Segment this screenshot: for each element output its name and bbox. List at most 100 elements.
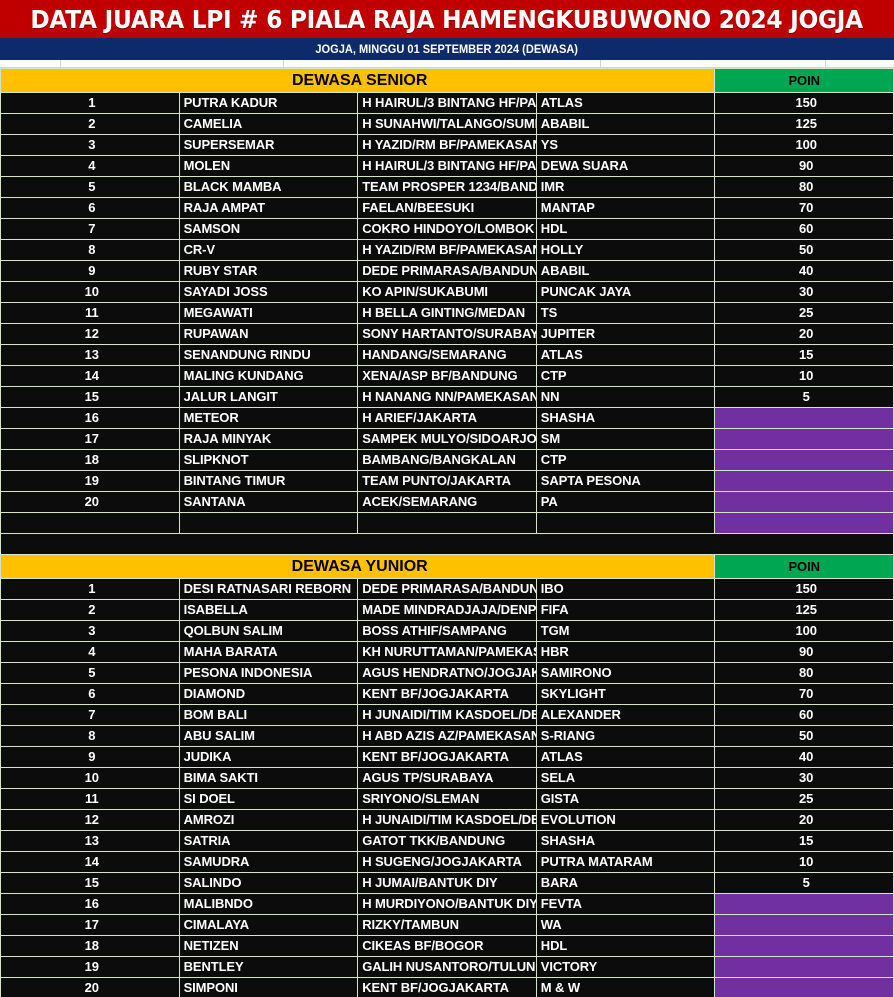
cell-team: H YAZID/RM BF/PAMEKASAN <box>357 134 537 156</box>
cell-owner: BARA <box>535 872 716 894</box>
cell-bird-name: NETIZEN <box>178 935 359 957</box>
table-row: 15 JALUR LANGIT H NANANG NN/PAMEKASAN NN 5 <box>0 386 894 408</box>
cell-poin: 10 <box>714 851 894 873</box>
cell-bird-name <box>178 512 359 534</box>
seam-4 <box>825 60 826 67</box>
cell-rank: 15 <box>0 386 180 408</box>
cell-team: BOSS ATHIF/SAMPANG <box>357 620 537 642</box>
cell-owner: FEVTA <box>535 893 716 915</box>
cell-owner: HDL <box>535 935 716 957</box>
cell-bird-name: AMROZI <box>178 809 359 831</box>
cell-poin: 125 <box>714 599 894 621</box>
table-row: 9 JUDIKA KENT BF/JOGJAKARTA ATLAS 40 <box>0 746 894 768</box>
cell-bird-name: BENTLEY <box>178 956 359 978</box>
table-row: 11 SI DOEL SRIYONO/SLEMAN GISTA 25 <box>0 788 894 810</box>
cell-bird-name: SI DOEL <box>178 788 359 810</box>
cell-bird-name: SUPERSEMAR <box>178 134 359 156</box>
cell-team: AGUS TP/SURABAYA <box>357 767 537 789</box>
cell-poin: 150 <box>714 92 894 114</box>
poin-column-header: POIN <box>714 68 894 93</box>
cell-team: ACEK/SEMARANG <box>357 491 537 513</box>
cell-rank: 6 <box>0 197 180 219</box>
cell-rank: 18 <box>0 935 180 957</box>
cell-poin: 70 <box>714 197 894 219</box>
table-row: 7 SAMSON COKRO HINDOYO/LOMBOK HDL 60 <box>0 218 894 240</box>
cell-team: HANDANG/SEMARANG <box>357 344 537 366</box>
cell-poin: 50 <box>714 239 894 261</box>
cell-bird-name: CIMALAYA <box>178 914 359 936</box>
cell-poin <box>714 407 894 429</box>
cell-bird-name: SENANDUNG RINDU <box>178 344 359 366</box>
event-subtitle-banner: JOGJA, MINGGU 01 SEPTEMBER 2024 (DEWASA) <box>0 38 894 60</box>
cell-team: H HAIRUL/3 BINTANG HF/PAMEKASAN <box>357 155 537 177</box>
cell-team: H JUNAIDI/TIM KASDOEL/DENPASAR <box>357 809 537 831</box>
cell-bird-name: RUBY STAR <box>178 260 359 282</box>
cell-bird-name: SALINDO <box>178 872 359 894</box>
cell-rank: 9 <box>0 260 180 282</box>
cell-team: AGUS HENDRATNO/JOGJAKARTA <box>357 662 537 684</box>
cell-poin: 20 <box>714 809 894 831</box>
cell-poin: 80 <box>714 662 894 684</box>
cell-team: DEDE PRIMARASA/BANDUNG <box>357 260 537 282</box>
table-row: 18 NETIZEN CIKEAS BF/BOGOR HDL <box>0 935 894 957</box>
cell-rank: 19 <box>0 470 180 492</box>
cell-team: DEDE PRIMARASA/BANDUNG <box>357 578 537 600</box>
cell-bird-name: DESI RATNASARI REBORN <box>178 578 359 600</box>
section-title: DEWASA SENIOR <box>0 68 716 93</box>
cell-rank: 8 <box>0 239 180 261</box>
cell-bird-name: METEOR <box>178 407 359 429</box>
cell-team: FAELAN/BEESUKI <box>357 197 537 219</box>
cell-team: TEAM PUNTO/JAKARTA <box>357 470 537 492</box>
cell-owner: M & W <box>535 977 716 997</box>
cell-team: H BELLA GINTING/MEDAN <box>357 302 537 324</box>
table-row: 10 BIMA SAKTI AGUS TP/SURABAYA SELA 30 <box>0 767 894 789</box>
cell-rank: 14 <box>0 365 180 387</box>
cell-bird-name: DIAMOND <box>178 683 359 705</box>
section-header-row: DEWASA SENIOR POIN <box>0 68 894 93</box>
table-row: 20 SIMPONI KENT BF/JOGJAKARTA M & W <box>0 977 894 997</box>
table-row: 17 CIMALAYA RIZKY/TAMBUN WA <box>0 914 894 936</box>
cell-poin <box>714 956 894 978</box>
cell-rank: 7 <box>0 218 180 240</box>
cell-poin: 20 <box>714 323 894 345</box>
cell-owner: SM <box>535 428 716 450</box>
cell-rank: 1 <box>0 92 180 114</box>
cell-rank: 1 <box>0 578 180 600</box>
cell-owner: SAMIRONO <box>535 662 716 684</box>
cell-rank: 4 <box>0 155 180 177</box>
cell-bird-name: SAMUDRA <box>178 851 359 873</box>
cell-bird-name: BINTANG TIMUR <box>178 470 359 492</box>
table-row: 20 SANTANA ACEK/SEMARANG PA <box>0 491 894 513</box>
cell-team: H SUNAHWI/TALANGO/SUMENEP <box>357 113 537 135</box>
cell-bird-name: SLIPKNOT <box>178 449 359 471</box>
cell-poin <box>714 470 894 492</box>
cell-owner: ATLAS <box>535 344 716 366</box>
cell-team: KENT BF/JOGJAKARTA <box>357 746 537 768</box>
cell-poin: 100 <box>714 620 894 642</box>
cell-poin <box>714 977 894 997</box>
cell-bird-name: PESONA INDONESIA <box>178 662 359 684</box>
table-row: 11 MEGAWATI H BELLA GINTING/MEDAN TS 25 <box>0 302 894 324</box>
seam-2 <box>283 60 284 67</box>
cell-owner: FIFA <box>535 599 716 621</box>
cell-team: H JUMAI/BANTUK DIY <box>357 872 537 894</box>
cell-team: H ARIEF/JAKARTA <box>357 407 537 429</box>
cell-bird-name: JUDIKA <box>178 746 359 768</box>
cell-bird-name: SANTANA <box>178 491 359 513</box>
cell-bird-name: QOLBUN SALIM <box>178 620 359 642</box>
cell-team: KENT BF/JOGJAKARTA <box>357 683 537 705</box>
cell-owner: WA <box>535 914 716 936</box>
cell-poin <box>714 449 894 471</box>
cell-rank: 20 <box>0 491 180 513</box>
cell-bird-name: SAYADI JOSS <box>178 281 359 303</box>
cell-bird-name: ISABELLA <box>178 599 359 621</box>
cell-bird-name: RAJA AMPAT <box>178 197 359 219</box>
results-table-wrap: DEWASA SENIOR POIN 1 PUTRA KADUR H HAIRUL/3 … <box>0 68 894 997</box>
cell-owner: TGM <box>535 620 716 642</box>
poin-column-header: POIN <box>714 554 894 579</box>
cell-rank: 20 <box>0 977 180 997</box>
cell-owner: DEWA SUARA <box>535 155 716 177</box>
